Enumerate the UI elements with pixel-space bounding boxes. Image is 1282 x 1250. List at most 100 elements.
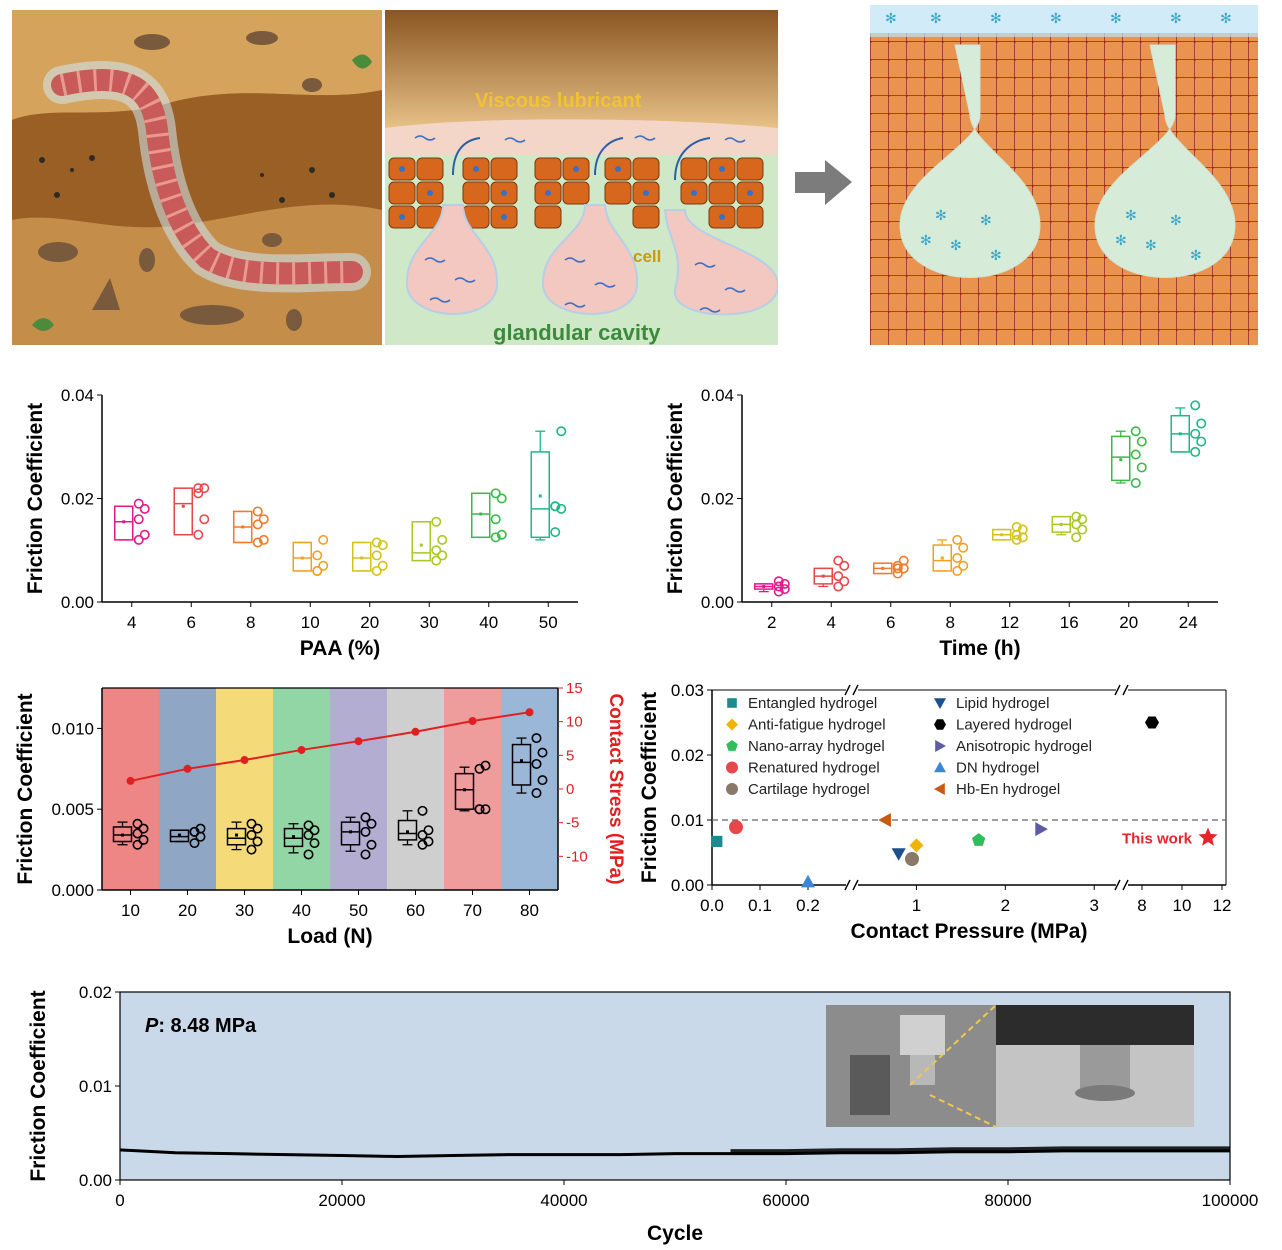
- contact-stress-point: [183, 764, 192, 773]
- x-tick-label: 4: [827, 613, 836, 632]
- data-point: [199, 514, 210, 525]
- background-band: [330, 688, 387, 890]
- contact-stress-point: [468, 716, 477, 725]
- data-point: [252, 836, 263, 847]
- data-point: [423, 825, 434, 836]
- scatter-point: [934, 719, 946, 730]
- data-point: [952, 553, 963, 564]
- data-point: [318, 534, 329, 545]
- box: [411, 521, 431, 562]
- mean-marker: [178, 833, 181, 837]
- x-tick-label: 1: [912, 896, 921, 915]
- scatter-point: [801, 874, 815, 888]
- y-tick-label: 0.04: [61, 386, 94, 405]
- x-tick-label: 30: [235, 901, 254, 920]
- scatter-point: [1035, 822, 1048, 837]
- svg-text:✻: ✻: [990, 10, 1002, 26]
- mean-marker: [940, 556, 944, 560]
- inset-rig-block: [900, 1015, 945, 1055]
- y-tick-label: 0.00: [701, 593, 734, 612]
- legend-entry: Renatured hydrogel: [748, 760, 880, 777]
- x-tick-label: 10: [301, 613, 320, 632]
- mean-marker: [349, 830, 352, 834]
- scatter-point: [891, 848, 906, 861]
- box: [397, 819, 418, 841]
- data-point: [309, 838, 320, 849]
- y-tick-label: 0.00: [671, 876, 704, 895]
- mean-marker: [479, 512, 483, 516]
- scatter-point: [909, 838, 924, 853]
- mean-marker: [821, 574, 825, 578]
- svg-text:✻: ✻: [1220, 10, 1232, 26]
- data-point: [437, 550, 448, 561]
- x-tick-label: 12: [1000, 613, 1019, 632]
- x-tick-label: 60000: [762, 1191, 809, 1210]
- data-point: [303, 849, 314, 860]
- data-point: [556, 503, 567, 514]
- x-axis-label: Cycle: [647, 1222, 703, 1245]
- x-tick-label: 40: [292, 901, 311, 920]
- scatter-point: [934, 698, 946, 709]
- data-point: [246, 818, 257, 829]
- data-point: [556, 426, 567, 437]
- y2-tick-label: 5: [566, 747, 574, 764]
- data-point: [138, 834, 149, 845]
- inset-zoom-line: [929, 1094, 997, 1128]
- gland-secretion-illustration: Viscous lubricant cell glandular cavity: [385, 10, 778, 345]
- data-point: [258, 514, 269, 525]
- x-tick-label: 80000: [984, 1191, 1031, 1210]
- legend-entry: Layered hydrogel: [956, 717, 1072, 734]
- y-tick-label: 0.00: [79, 1171, 112, 1190]
- svg-text:✻: ✻: [1125, 207, 1137, 223]
- x-tick-label: 6: [886, 613, 895, 632]
- data-point: [193, 529, 204, 540]
- data-point: [480, 804, 491, 815]
- mean-marker: [121, 833, 124, 837]
- scatter-point: [972, 833, 986, 846]
- x-tick-label: 40000: [540, 1191, 587, 1210]
- x-tick-label: 2: [1001, 896, 1010, 915]
- legend-entry: Hb-En hydrogel: [956, 781, 1060, 798]
- data-point: [480, 760, 491, 771]
- box: [454, 772, 475, 810]
- data-point: [779, 584, 790, 595]
- y-tick-label: 0.02: [61, 490, 94, 509]
- mean-marker: [241, 525, 245, 529]
- inset-rig-frame: [850, 1055, 890, 1115]
- svg-text:✻: ✻: [930, 10, 942, 26]
- box: [283, 827, 304, 848]
- y-tick-label: 0.000: [51, 881, 94, 900]
- data-point: [531, 788, 542, 799]
- y-axis-label: Friction Coefficient: [27, 990, 50, 1181]
- box: [530, 451, 550, 539]
- x-axis-label: PAA (%): [300, 637, 381, 660]
- x-tick-label: 0: [115, 1191, 124, 1210]
- legend-entry: Anti-fatigue hydrogel: [748, 717, 886, 734]
- y-axis-label: Friction Coefficient: [14, 693, 37, 884]
- data-point: [132, 828, 143, 839]
- data-point: [537, 747, 548, 758]
- x-tick-label: 16: [1060, 613, 1079, 632]
- hydrogel-network-illustration: ✻ ✻✻✻✻ ✻ ✻✻✻✻ ✻ ✻ ✻ ✻ ✻ ✻ ✻: [870, 5, 1258, 345]
- data-point: [537, 775, 548, 786]
- x-tick-label: 6: [187, 613, 196, 632]
- x-axis-label: Load (N): [287, 925, 372, 948]
- data-point: [958, 560, 969, 571]
- legend-entry: DN hydrogel: [956, 760, 1039, 777]
- data-point: [1190, 400, 1201, 411]
- data-point: [431, 555, 442, 566]
- friction-trace-noise: [730, 1146, 1230, 1155]
- inset-sample: [1075, 1085, 1135, 1101]
- contact-stress-point: [297, 745, 306, 754]
- data-point: [258, 534, 269, 545]
- lubricant-label: Viscous lubricant: [475, 90, 642, 112]
- data-point: [1011, 521, 1022, 532]
- svg-text:✻: ✻: [980, 212, 992, 228]
- data-point: [496, 493, 507, 504]
- x-tick-label: 2: [767, 613, 776, 632]
- y-tick-label: 0.04: [701, 386, 734, 405]
- data-point: [1130, 426, 1141, 437]
- data-point: [892, 563, 903, 574]
- y2-tick-label: -10: [566, 848, 588, 865]
